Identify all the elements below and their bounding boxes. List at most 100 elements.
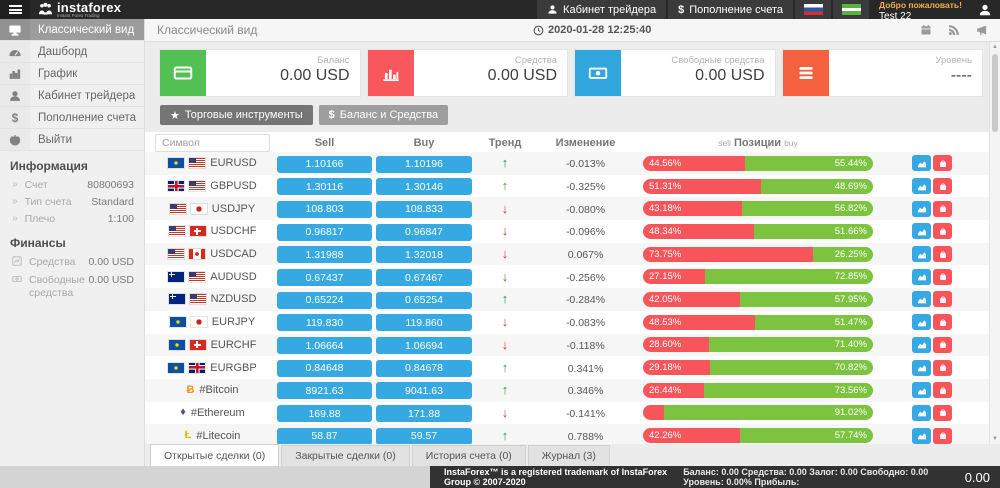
open-trade-button[interactable] bbox=[933, 360, 952, 376]
buy-price-button[interactable]: 108.833 bbox=[376, 201, 472, 218]
open-chart-button[interactable] bbox=[912, 269, 931, 285]
area-chart-icon bbox=[917, 363, 927, 372]
sidebar-item-dashboard[interactable]: Дашборд bbox=[0, 41, 144, 63]
sell-price-button[interactable]: 169.88 bbox=[277, 405, 372, 422]
scroll-down-icon[interactable]: ▼ bbox=[990, 436, 1000, 442]
balance-card: Баланс 0.00 USD bbox=[160, 50, 360, 96]
open-chart-button[interactable] bbox=[912, 155, 931, 171]
tab-account-history[interactable]: История счета (0) bbox=[412, 445, 526, 466]
buy-price-button[interactable]: 0.65254 bbox=[376, 292, 472, 309]
sell-price-button[interactable]: 1.06664 bbox=[277, 337, 372, 354]
flag-icon bbox=[168, 181, 184, 191]
open-chart-button[interactable] bbox=[912, 382, 931, 398]
sidebar-item-logout[interactable]: Выйти bbox=[0, 129, 144, 151]
sell-price-button[interactable]: 58.87 bbox=[277, 428, 372, 444]
buy-price-button[interactable]: 1.30146 bbox=[376, 178, 472, 195]
open-chart-button[interactable] bbox=[912, 428, 931, 444]
open-trade-button[interactable] bbox=[933, 178, 952, 194]
open-trade-button[interactable] bbox=[933, 291, 952, 307]
buy-price-button[interactable]: 0.96847 bbox=[376, 224, 472, 241]
sell-price-button[interactable]: 8921.63 bbox=[277, 382, 372, 399]
sell-price-button[interactable]: 108.803 bbox=[277, 201, 372, 218]
change-value: 0.341% bbox=[568, 363, 604, 375]
open-trade-button[interactable] bbox=[933, 246, 952, 262]
open-chart-button[interactable] bbox=[912, 223, 931, 239]
tab-open-trades[interactable]: Открытые сделки (0) bbox=[150, 444, 279, 466]
open-trade-button[interactable] bbox=[933, 337, 952, 353]
bag-icon bbox=[938, 431, 948, 440]
open-trade-button[interactable] bbox=[933, 405, 952, 421]
positions-bar: 43.18% 56.82% bbox=[643, 201, 873, 216]
sidebar-item-deposit[interactable]: $ Пополнение счета bbox=[0, 107, 144, 129]
sell-price-button[interactable]: 1.30116 bbox=[277, 178, 372, 195]
buy-price-button[interactable]: 0.84678 bbox=[376, 360, 472, 377]
open-chart-button[interactable] bbox=[912, 291, 931, 307]
tab-journal[interactable]: Журнал (3) bbox=[528, 445, 610, 466]
language-russian-button[interactable] bbox=[795, 0, 831, 19]
open-trade-button[interactable] bbox=[933, 269, 952, 285]
buy-price-button[interactable]: 119.860 bbox=[376, 314, 472, 331]
trader-cabinet-button[interactable]: Кабинет трейдера bbox=[537, 0, 666, 19]
scrollbar-thumb[interactable] bbox=[992, 54, 998, 132]
open-trade-button[interactable] bbox=[933, 223, 952, 239]
open-trade-button[interactable] bbox=[933, 314, 952, 330]
open-chart-button[interactable] bbox=[912, 246, 931, 262]
hamburger-menu-button[interactable] bbox=[0, 0, 30, 19]
scroll-up-icon[interactable]: ▲ bbox=[990, 44, 1000, 50]
open-chart-button[interactable] bbox=[912, 337, 931, 353]
free-margin-card: Свободные средства 0.00 USD bbox=[575, 50, 775, 96]
header-buy: Buy bbox=[376, 137, 472, 149]
flag-icon bbox=[189, 158, 205, 168]
vertical-scrollbar[interactable]: ▲ ▼ bbox=[989, 42, 1000, 444]
trend-arrow-icon bbox=[502, 360, 509, 375]
calendar-icon[interactable] bbox=[920, 24, 932, 36]
buy-price-button[interactable]: 1.10196 bbox=[376, 156, 472, 173]
buy-price-button[interactable]: 1.06694 bbox=[376, 337, 472, 354]
bag-icon bbox=[938, 250, 948, 259]
open-chart-button[interactable] bbox=[912, 201, 931, 217]
buy-price-button[interactable]: 59.57 bbox=[376, 428, 472, 444]
open-trade-button[interactable] bbox=[933, 382, 952, 398]
sell-price-button[interactable]: 119.830 bbox=[277, 314, 372, 331]
copyright-text: InstaForex™ is a registered trademark of… bbox=[444, 467, 683, 487]
sidebar-item-chart[interactable]: График bbox=[0, 63, 144, 85]
buy-price-button[interactable]: 171.88 bbox=[376, 405, 472, 422]
symbol-search-input[interactable] bbox=[155, 134, 270, 152]
flag-icon bbox=[169, 226, 185, 236]
language-alt-button[interactable] bbox=[833, 0, 869, 19]
user-avatar-button[interactable] bbox=[970, 0, 1000, 19]
buy-price-button[interactable]: 0.67467 bbox=[376, 269, 472, 286]
rss-icon[interactable] bbox=[948, 24, 960, 36]
buy-price-button[interactable]: 1.32018 bbox=[376, 246, 472, 263]
sell-price-button[interactable]: 0.65224 bbox=[277, 292, 372, 309]
table-row: #Bitcoin 8921.63 9041.63 0.346% 26.44% 7… bbox=[145, 379, 989, 402]
sell-price-button[interactable]: 1.10166 bbox=[277, 156, 372, 173]
open-trade-button[interactable] bbox=[933, 428, 952, 444]
open-chart-button[interactable] bbox=[912, 360, 931, 376]
open-trade-button[interactable] bbox=[933, 201, 952, 217]
megaphone-icon[interactable] bbox=[976, 24, 988, 36]
bag-icon bbox=[938, 408, 948, 417]
sell-price-button[interactable]: 1.31988 bbox=[277, 246, 372, 263]
info-row-account-type: » Тип счета Standard bbox=[0, 194, 144, 211]
deposit-button[interactable]: $ Пополнение счета bbox=[668, 0, 793, 19]
open-chart-button[interactable] bbox=[912, 405, 931, 421]
tab-closed-trades[interactable]: Закрытые сделки (0) bbox=[281, 445, 409, 466]
positions-bar: 42.26% 57.74% bbox=[643, 428, 873, 443]
balance-equity-button[interactable]: $ Баланс и Средства bbox=[319, 105, 449, 125]
trading-instruments-button[interactable]: ★ Торговые инструменты bbox=[160, 105, 313, 125]
open-chart-button[interactable] bbox=[912, 314, 931, 330]
buy-positions-segment: 56.82% bbox=[742, 201, 873, 216]
sell-price-button[interactable]: 0.84648 bbox=[277, 360, 372, 377]
sell-price-button[interactable]: 0.67437 bbox=[277, 269, 372, 286]
sidebar-item-classic-view[interactable]: Классический вид bbox=[0, 19, 144, 41]
open-trade-button[interactable] bbox=[933, 155, 952, 171]
positions-bar: 26.44% 73.56% bbox=[643, 383, 873, 398]
sell-price-button[interactable]: 0.96817 bbox=[277, 224, 372, 241]
buy-price-button[interactable]: 9041.63 bbox=[376, 382, 472, 399]
person-icon bbox=[547, 4, 558, 15]
sidebar-item-trader-cabinet[interactable]: Кабинет трейдера bbox=[0, 85, 144, 107]
account-summary: Баланс: 0.00 Средства: 0.00 Залог: 0.00 … bbox=[683, 467, 990, 487]
symbol-label: EURUSD bbox=[210, 157, 256, 169]
open-chart-button[interactable] bbox=[912, 178, 931, 194]
